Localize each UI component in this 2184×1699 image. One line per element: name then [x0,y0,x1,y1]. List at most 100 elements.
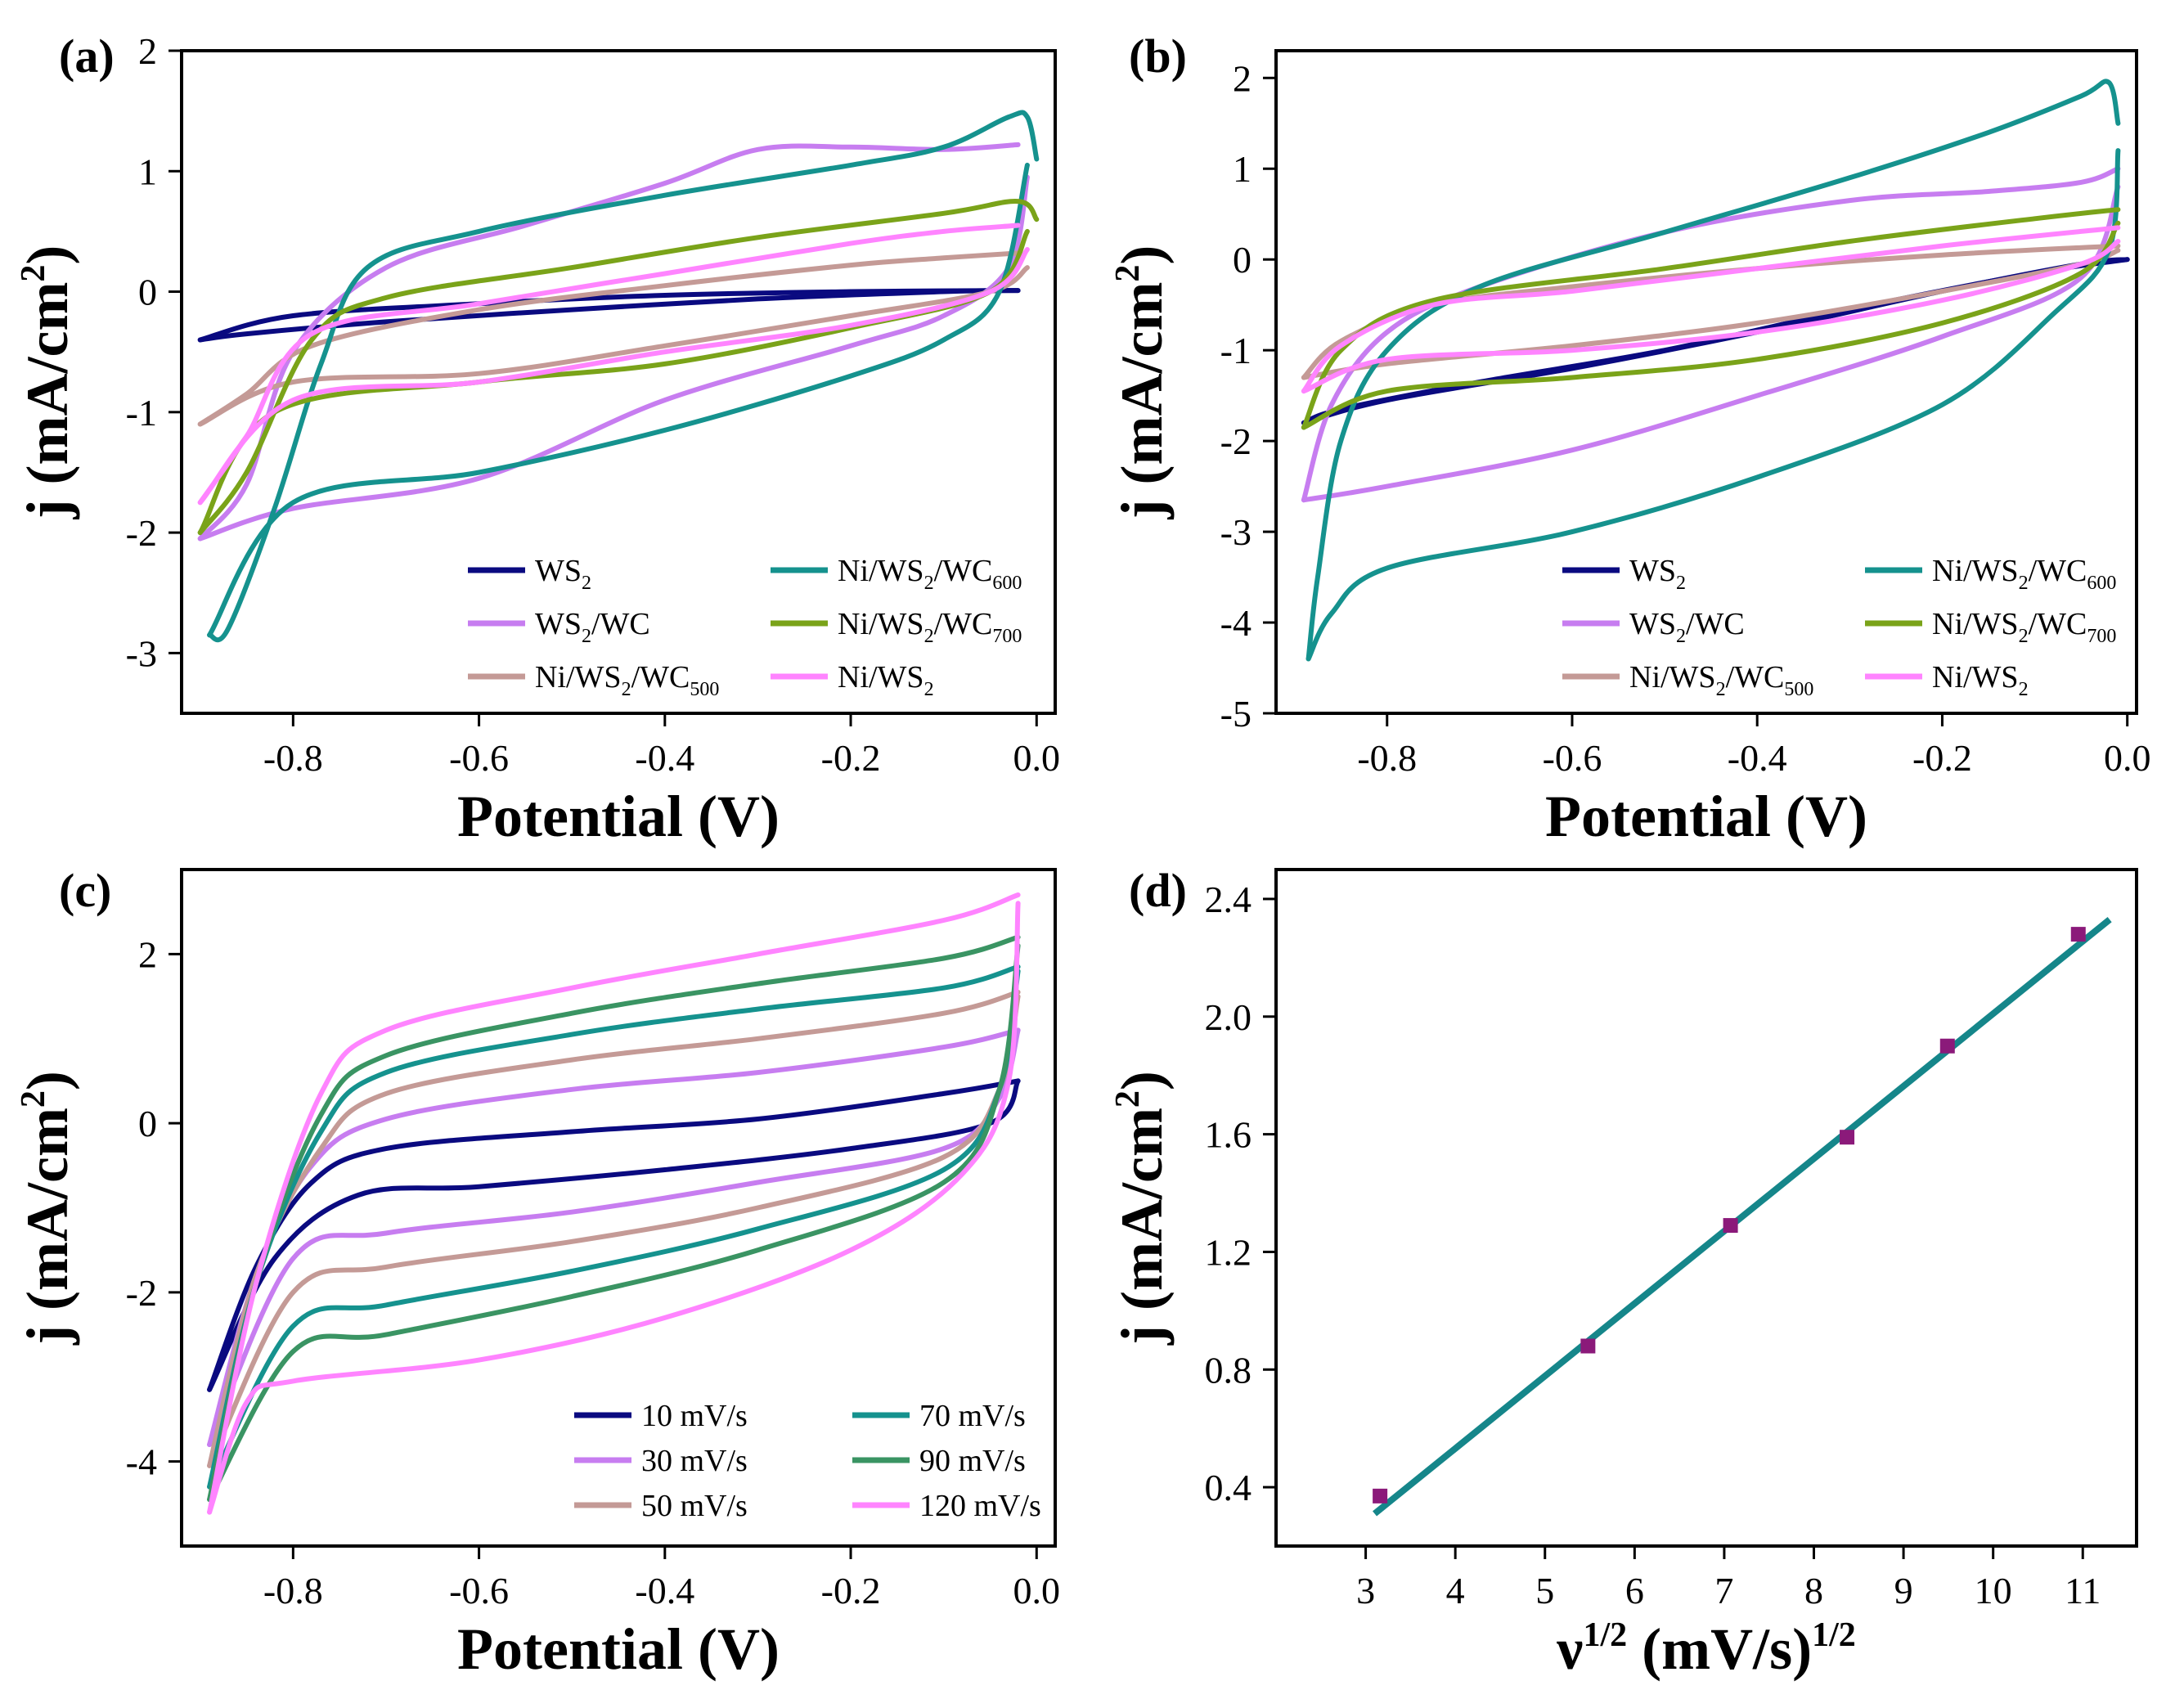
series-line-70-mv-s [207,969,1021,1490]
legend-label: Ni/WS2/WC700 [1932,607,2116,647]
legend-label-sub: 2 [622,679,631,700]
x-tick-label: 10 [1975,1570,2012,1611]
plot-frame [1274,49,2138,715]
x-tick-label: 4 [1446,1570,1465,1611]
x-tick-label: -0.8 [263,737,323,779]
panel-b: -0.8 -0.6 -0.4 -0.2 0.0 2 1 0 -1 -2 -3 -4 -5 (b) Poten… [1109,29,2150,849]
panel-a: -0.8 -0.6 -0.4 -0.2 0.0 2 1 0 -1 -2 -3 (a) Potential… [15,29,1060,849]
y-axis-title-sup: 2 [1109,265,1147,282]
legend-label-sub: 2 [582,626,591,647]
series-line-ws2-wc [1301,184,2121,503]
legend-label-part: Ni/WS [1932,607,2019,641]
series-line-ni-ws2-wc700 [197,228,1030,536]
data-point [1373,1488,1388,1503]
legend-label: 30 mV/s [641,1444,748,1478]
y-tick-label: 0.8 [1205,1349,1252,1391]
data-point [1580,1338,1596,1354]
legend: 10 mV/s 70 mV/s 30 mV/s 90 mV/s 50 mV/s 120 m… [574,1399,1041,1523]
panel-label: (a) [59,29,115,83]
y-tick-label: -1 [126,392,157,434]
x-tick-label: -0.2 [1912,737,1972,779]
y-axis-title-sup: 2 [15,1090,52,1108]
x-tick-label: 9 [1894,1570,1913,1611]
y-tick-label: 0 [1233,239,1252,281]
x-tick-label: -0.6 [449,1570,509,1611]
series-line-90-mv-s [207,943,1021,1503]
series-line-ni-ws2 [1301,239,2121,394]
legend-label-part: /WC [2029,554,2087,588]
legend-label-sub: 700 [2087,626,2116,647]
series-line-ws2 [197,288,1021,343]
legend-label-sub: 2 [924,573,934,594]
legend-label: Ni/WS2/WC500 [1629,660,1813,700]
legend-label-sub: 700 [992,626,1022,647]
x-axis-title: ν1/2 (mV/s)1/2 [1556,1616,1855,1682]
x-tick-label: 0.0 [1013,1570,1061,1611]
plot-frame [180,868,1057,1548]
y-tick-label: -4 [126,1441,157,1483]
legend-label-part: 30 mV/s [641,1444,748,1478]
x-tick-label: 5 [1535,1570,1554,1611]
x-axis-title-sup: 1/2 [1583,1616,1627,1654]
legend-label-part: WS [1629,607,1676,641]
legend-label-part: 120 mV/s [919,1489,1041,1523]
legend-label-part: /WC [1726,660,1785,694]
legend-label-sub: 2 [924,626,934,647]
y-tick-label: 0 [138,272,157,313]
y-tick-label: -2 [1220,420,1252,462]
legend-label-sub: 600 [2087,573,2116,594]
x-tick-label: 0.0 [2104,737,2151,779]
y-axis-title: j (mA/cm2) [15,1071,80,1346]
legend-label: Ni/WS2 [838,660,934,700]
legend-label: Ni/WS2/WC600 [838,554,1022,594]
legend-label-part: WS [535,607,582,641]
x-axis-title: Potential (V) [1545,784,1867,849]
y-tick-label: 1 [1233,148,1252,190]
y-tick-label: 1 [138,151,157,192]
panel-label: (b) [1129,29,1187,83]
x-axis-title-part: ν [1556,1616,1583,1682]
legend-label: Ni/WS2/WC700 [838,607,1022,647]
y-tick-label: -4 [1220,602,1252,644]
series-line-50-mv-s [207,989,1021,1468]
legend-label: 120 mV/s [919,1489,1041,1523]
series-line-ni-ws2-wc600 [207,110,1040,643]
series-line-ws2 [197,288,1021,343]
x-tick-label: 0.0 [1013,737,1061,779]
series-line-30-mv-s [207,1027,1021,1447]
legend-label-part: /WC [631,660,690,694]
legend-label: WS2/WC [1629,607,1745,647]
y-axis-title: j (mA/cm2) [1109,245,1175,520]
x-axis-title: Potential (V) [457,784,780,849]
legend-label: WS2/WC [535,607,650,647]
series-line-ni-ws2-wc500 [1301,248,2121,380]
legend-label-part: WS [535,554,582,588]
x-tick-label: 7 [1714,1570,1733,1611]
data-point [1840,1130,1855,1145]
legend-label-part: /WC [2029,607,2087,641]
series-line-120-mv-s [207,901,1021,1515]
series-line-ni-ws2-wc600 [1305,79,2121,662]
y-tick-label: 2.0 [1205,996,1252,1038]
legend-label-sub: 500 [1784,679,1813,700]
x-tick-label: -0.4 [1728,737,1787,779]
data-point [2070,927,2086,942]
legend-label-part: WS [1629,554,1676,588]
fit-line [1373,917,2112,1517]
series-line-ni-ws2 [197,222,1021,506]
legend-label-part: Ni/WS [1932,660,2019,694]
y-axis-title: j (mA/cm2) [1109,1071,1175,1346]
y-tick-label: 2 [138,30,157,72]
y-tick-label: -5 [1220,693,1252,735]
y-tick-label: -3 [126,632,157,674]
y-tick-label: 2 [138,933,157,975]
series-line-120-mv-s [207,892,1021,1515]
y-tick-label: 1.2 [1205,1231,1252,1273]
legend-label: Ni/WS2 [1932,660,2029,700]
y-axis-title-part: j (mA/cm [1109,1108,1175,1346]
x-tick-label: -0.6 [449,737,509,779]
legend-label-sub: 2 [1676,626,1686,647]
legend-label-part: /WC [1686,607,1745,641]
